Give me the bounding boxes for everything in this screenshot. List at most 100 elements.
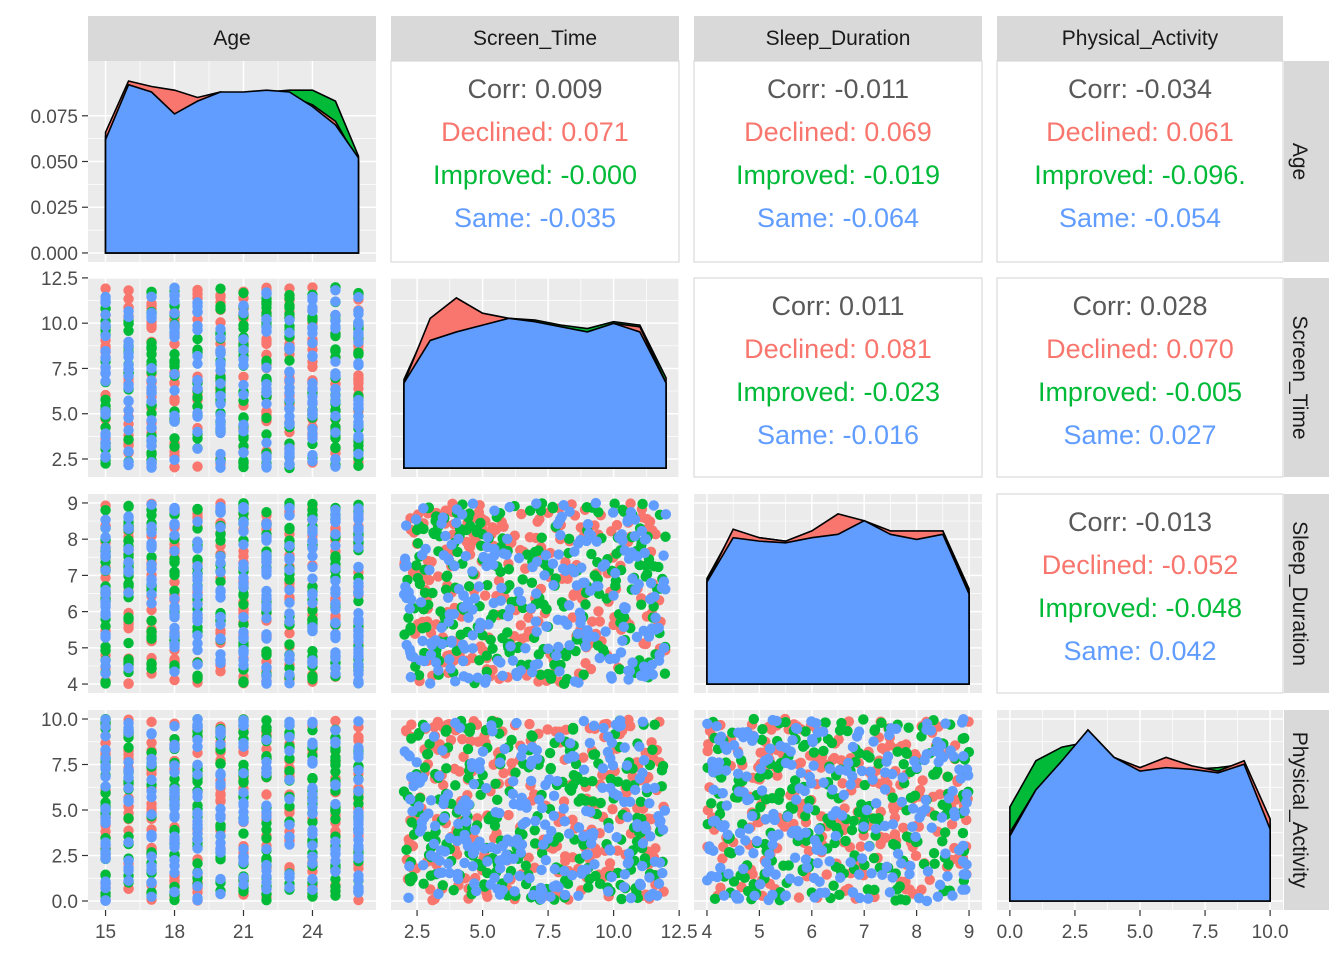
point-same <box>353 448 364 460</box>
strip-label-physical_activity: Physical_Activity <box>1062 27 1219 50</box>
y-tick-label: 2.5 <box>52 450 78 471</box>
point-same <box>284 564 295 576</box>
point-same <box>100 730 111 742</box>
point-same <box>557 563 569 574</box>
point-same <box>215 768 226 779</box>
point-same <box>215 427 226 439</box>
point-same <box>958 750 969 762</box>
point-same <box>462 841 474 852</box>
point-same <box>307 561 318 573</box>
point-same <box>123 556 134 568</box>
panel-age-physical_activity: Corr: -0.034 Declined: 0.061 Improved: -0.… <box>996 60 1284 263</box>
corr-label-same: Same: -0.016 <box>757 420 919 450</box>
point-same <box>540 854 552 866</box>
point-same <box>353 508 364 520</box>
y-tick-label: 0.025 <box>30 198 78 219</box>
point-improved <box>563 533 575 544</box>
point-same <box>330 390 341 402</box>
point-same <box>618 881 630 893</box>
panel-physical_activity-physical_activity <box>997 710 1283 910</box>
point-improved <box>614 664 625 675</box>
point-same <box>433 867 445 879</box>
point-same <box>580 849 592 861</box>
point-same <box>471 885 482 897</box>
point-declined <box>910 850 922 862</box>
point-same <box>416 817 428 828</box>
point-same <box>489 505 500 516</box>
point-same <box>942 871 953 882</box>
point-same <box>146 435 157 446</box>
point-same <box>261 734 272 746</box>
point-same <box>192 561 203 572</box>
point-same <box>654 817 665 829</box>
point-same <box>548 580 559 591</box>
point-same <box>307 408 318 419</box>
point-same <box>406 771 417 783</box>
corr-label-declined: Declined: 0.061 <box>1046 117 1234 147</box>
point-same <box>261 763 272 775</box>
point-improved <box>524 505 536 516</box>
point-same <box>608 590 619 601</box>
point-improved <box>238 287 249 299</box>
point-declined <box>503 809 514 821</box>
point-same <box>169 739 180 751</box>
point-same <box>721 800 732 811</box>
point-same <box>146 387 157 398</box>
point-same <box>515 595 527 606</box>
y-tick-label: 5.0 <box>52 405 78 426</box>
point-same <box>404 860 415 872</box>
point-same <box>238 611 249 623</box>
y-tick-label: 7.5 <box>52 756 78 777</box>
point-declined <box>876 742 888 754</box>
point-same <box>559 865 570 877</box>
point-declined <box>169 674 180 686</box>
x-tick-label: 21 <box>233 922 254 943</box>
point-same <box>643 631 655 642</box>
point-same <box>413 801 425 812</box>
point-same <box>769 831 780 842</box>
point-same <box>603 822 615 834</box>
point-improved <box>610 580 621 592</box>
point-same <box>632 818 643 830</box>
point-same <box>834 872 846 883</box>
point-same <box>913 892 925 904</box>
point-same <box>307 739 318 750</box>
point-same <box>513 552 525 564</box>
point-same <box>169 503 180 515</box>
point-same <box>641 782 652 794</box>
point-same <box>789 852 801 863</box>
point-same <box>620 602 631 614</box>
point-same <box>100 351 111 363</box>
point-declined <box>261 333 272 345</box>
point-improved <box>353 595 364 607</box>
point-same <box>443 858 454 869</box>
point-same <box>645 594 656 605</box>
point-same <box>564 640 575 651</box>
y-tick-label: 5 <box>67 639 78 660</box>
point-same <box>215 448 226 460</box>
point-same <box>353 742 364 753</box>
corr-panel-background <box>390 60 680 263</box>
point-same <box>100 610 111 621</box>
point-improved <box>238 323 249 334</box>
point-same <box>650 612 661 623</box>
point-same <box>644 872 655 883</box>
point-same <box>597 561 608 572</box>
point-same <box>602 746 614 758</box>
point-same <box>868 736 879 747</box>
point-improved <box>330 442 341 454</box>
point-same <box>489 872 500 883</box>
point-declined <box>650 529 661 540</box>
point-same <box>215 415 226 426</box>
point-improved <box>593 507 604 518</box>
point-improved <box>903 722 914 733</box>
point-same <box>123 756 134 768</box>
point-same <box>489 543 500 555</box>
y-tick-label: 0.000 <box>30 244 78 265</box>
point-same <box>639 547 650 559</box>
corr-label-declined: Declined: 0.071 <box>441 117 629 147</box>
point-same <box>459 857 470 869</box>
point-improved <box>636 599 647 610</box>
point-same <box>284 327 295 338</box>
point-improved <box>146 349 157 360</box>
